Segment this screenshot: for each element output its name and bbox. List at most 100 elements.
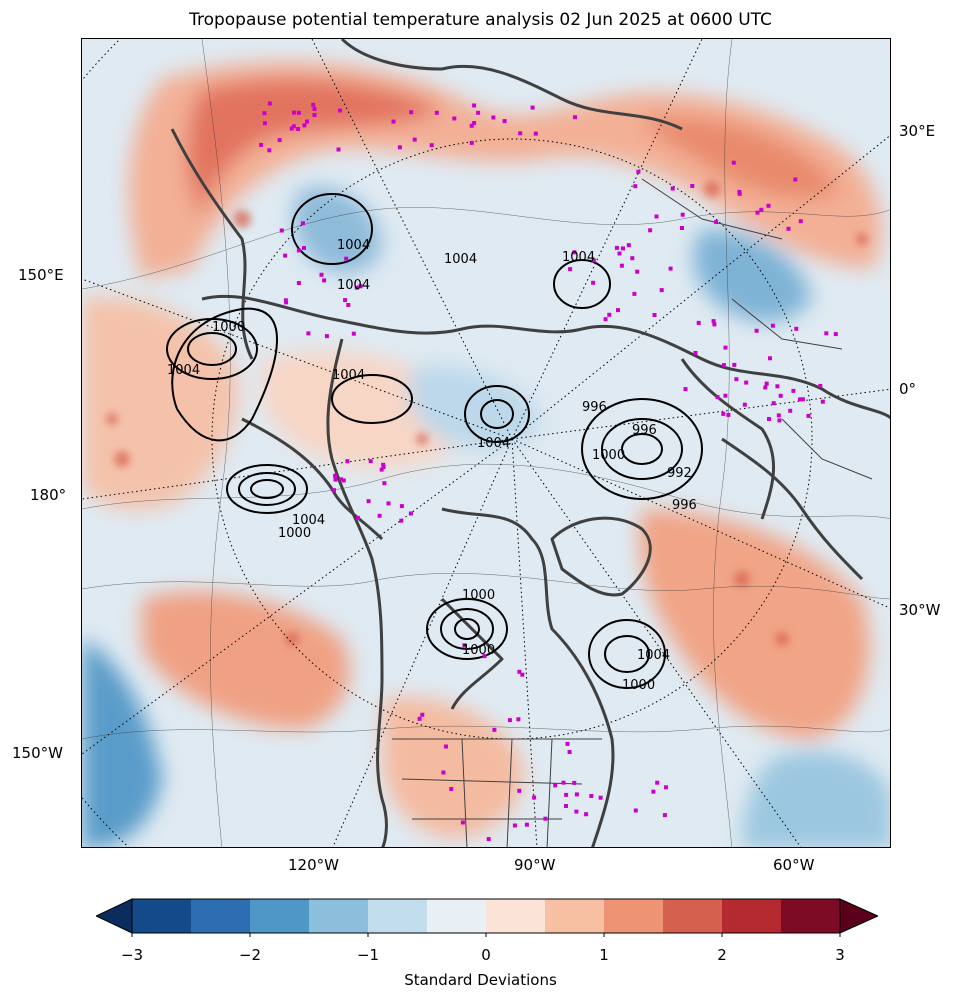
station-marker [766,203,771,208]
station-marker [721,411,726,416]
station-marker [564,792,569,797]
station-marker [339,477,344,482]
graticule [82,39,890,847]
station-marker [338,108,342,113]
station-marker [664,785,668,790]
lon-label-90w: 90°W [514,856,556,874]
coast-north-top [340,39,683,131]
station-marker [381,465,386,469]
station-marker [633,184,638,189]
station-marker [520,672,525,677]
isobar-label: 996 [582,400,607,415]
station-marker [755,210,760,215]
station-marker [441,770,446,775]
warm-anomaly-pacific [142,591,350,729]
station-marker [711,319,716,324]
isobar-labels: 1000100410001004100410041004100499610041… [167,238,697,693]
station-marker [655,780,660,785]
colorbar-bin [722,899,782,933]
colorbar-tick-label: 1 [599,946,609,964]
coast-north-america-east [441,507,615,847]
isobar-label: 1000 [278,526,311,541]
station-marker [512,823,517,828]
station-marker [517,669,522,674]
station-marker [399,504,404,509]
station-marker [469,140,474,145]
coast-alaska [241,417,384,541]
station-marker [305,119,309,124]
lon-label-150w: 150°W [12,744,63,762]
isobar-label: 1004 [444,252,477,267]
latitude-circle-inner [211,138,813,740]
station-marker [300,221,305,226]
colorbar-bin [132,899,192,933]
colorbar-tick-label: 3 [835,946,845,964]
colorbar-tick-label: −3 [120,946,144,964]
station-marker [621,246,625,251]
station-marker [333,473,338,478]
station-marker [731,160,736,165]
station-marker [564,804,568,808]
station-marker [734,377,739,382]
chart-title: Tropopause potential temperature analysi… [189,10,772,30]
isobar-label: 992 [667,466,692,481]
lon-label-150e: 150°E [18,266,64,284]
station-marker [434,110,439,115]
station-marker [589,794,594,798]
station-marker [449,787,454,791]
isobar-label: 1000 [212,320,245,335]
warm-anomaly-east [638,509,870,739]
station-marker [633,808,638,813]
station-marker [693,351,698,355]
colorbar [96,898,878,937]
station-marker [277,138,282,143]
station-marker [344,256,349,261]
station-marker [408,511,413,516]
low-hudson [426,598,508,660]
map-panel[interactable]: 1000 1004 1000 1004 1004 1004 1004 1004 996 1004 1… [81,38,891,848]
station-marker [312,113,317,117]
meridian-180 [82,438,513,500]
station-marker [654,214,659,219]
station-marker [379,467,384,472]
station-marker [603,317,608,322]
political-borders [392,178,873,847]
station-marker [351,331,356,336]
anomaly-field [82,61,890,847]
station-marker [518,131,523,136]
isobar-label: 1000 [622,678,655,693]
isobar-label: 1004 [477,436,510,451]
station-marker [296,248,301,253]
station-marker [417,716,422,721]
station-marker [636,169,641,174]
station-marker [598,795,603,800]
station-marker [632,291,637,296]
station-marker [517,788,522,793]
station-marker [311,102,316,107]
station-marker [574,809,579,814]
coast-hudson [440,597,504,710]
station-marker [324,334,329,339]
isobar-label: 1004 [562,250,595,265]
station-marker [572,780,577,785]
coast-siberia [201,294,583,335]
coast-greenland [550,516,652,597]
low-iceland [581,398,703,500]
station-marker [412,137,417,142]
station-marker [397,145,402,150]
colorbar-bin [781,899,841,933]
station-marker [798,397,802,402]
station-marker [284,300,289,305]
station-marker [292,110,297,115]
station-marker [472,103,477,108]
station-marker [820,399,825,404]
station-marker [420,712,425,717]
station-marker [429,143,434,148]
warm-anomaly-northcore [187,78,442,219]
station-marker [469,123,474,128]
station-marker [833,332,838,337]
coast-asia-east [170,128,254,360]
station-marker [732,362,737,367]
station-marker [572,250,577,255]
station-marker [568,267,573,272]
